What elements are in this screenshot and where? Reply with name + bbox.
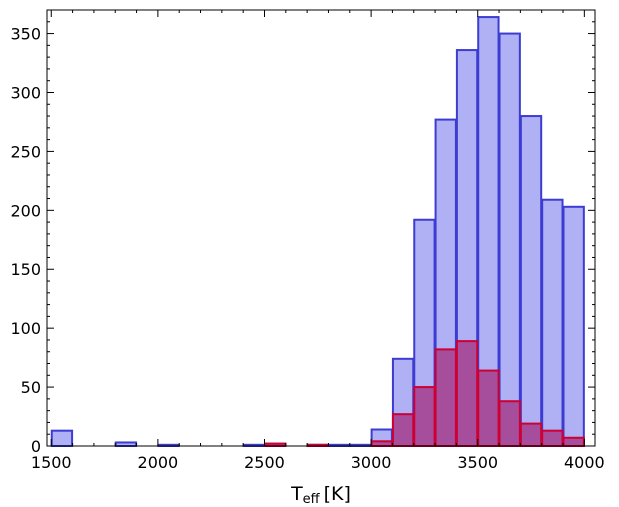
y-tick-label: 0 bbox=[31, 437, 41, 456]
y-tick-label: 250 bbox=[10, 142, 41, 161]
x-tick-label: 1500 bbox=[31, 453, 72, 472]
x-axis-title-main: T bbox=[290, 483, 303, 505]
x-axis-title-sub: eff bbox=[303, 492, 321, 507]
histogram-bar-series-2 bbox=[541, 429, 564, 448]
y-tick-label: 300 bbox=[10, 83, 41, 102]
histogram-bar-series-2 bbox=[519, 422, 543, 447]
histogram-bar-series-1 bbox=[562, 205, 585, 447]
histogram-bar-series-1 bbox=[541, 198, 564, 447]
histogram-bar-series-2 bbox=[413, 386, 436, 448]
histogram-bar-series-2 bbox=[455, 340, 479, 448]
histogram-bar-series-2 bbox=[498, 400, 521, 447]
histogram-bar-series-2 bbox=[370, 440, 393, 448]
bars-layer bbox=[50, 16, 585, 448]
x-axis-title-unit: [K] bbox=[324, 483, 351, 505]
histogram-bar-series-2 bbox=[434, 348, 457, 448]
histogram-bar-series-1 bbox=[114, 441, 138, 448]
y-tick-label: 150 bbox=[10, 260, 41, 279]
histogram-bar-series-1 bbox=[498, 32, 521, 447]
x-tick-label: 2000 bbox=[138, 453, 179, 472]
plot-frame bbox=[46, 9, 596, 447]
histogram-bar-series-2 bbox=[391, 413, 415, 447]
tick-labels-layer: 1500 2000 2500 3000 3500 4000 0 50 100 150 200 250 3… bbox=[10, 25, 604, 472]
ticks-layer bbox=[47, 10, 595, 447]
x-axis-title: Teff [K] bbox=[290, 483, 351, 507]
histogram-bar-series-2 bbox=[477, 369, 500, 447]
x-tick-label: 2500 bbox=[244, 453, 285, 472]
y-tick-label: 350 bbox=[10, 25, 41, 44]
y-tick-label: 100 bbox=[10, 319, 41, 338]
x-tick-label: 4000 bbox=[564, 453, 605, 472]
y-tick-label: 50 bbox=[21, 378, 41, 397]
x-tick-label: 3000 bbox=[351, 453, 392, 472]
y-tick-label: 200 bbox=[10, 201, 41, 220]
histogram-bar-series-1 bbox=[519, 115, 543, 448]
histogram-bar-series-1 bbox=[50, 429, 74, 448]
x-tick-label: 3500 bbox=[457, 453, 498, 472]
histogram-bar-series-2 bbox=[562, 436, 585, 447]
